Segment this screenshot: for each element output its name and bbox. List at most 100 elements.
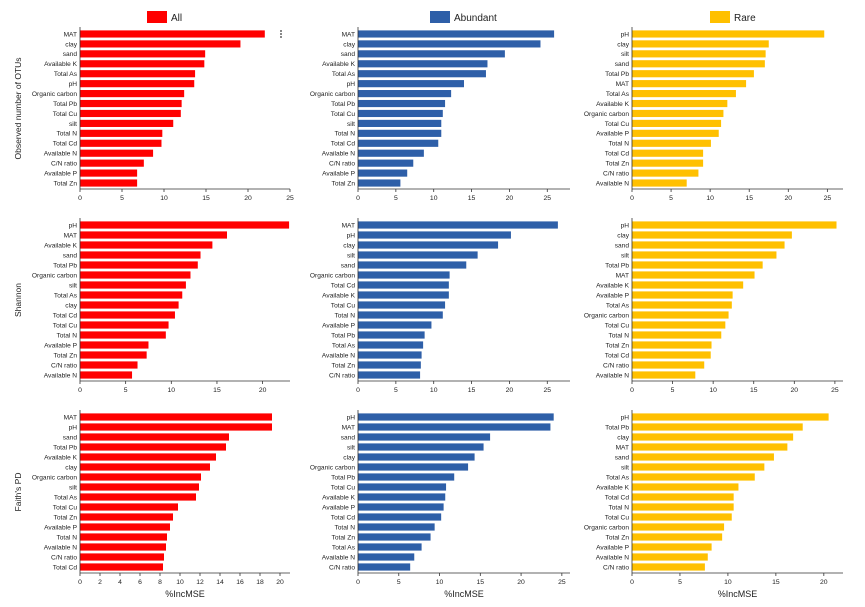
x-tick-label: 5 bbox=[671, 387, 675, 394]
category-label: Available P bbox=[322, 322, 355, 329]
category-label: pH bbox=[69, 81, 78, 88]
category-label: Total Pb bbox=[53, 444, 77, 451]
bar bbox=[80, 40, 241, 48]
bar bbox=[358, 241, 499, 249]
category-label: Total N bbox=[56, 534, 77, 541]
bar bbox=[632, 99, 728, 108]
bar bbox=[80, 169, 138, 177]
category-label: Available N bbox=[322, 554, 355, 561]
bar bbox=[358, 413, 554, 421]
x-tick-label: 25 bbox=[831, 387, 839, 394]
bar bbox=[80, 493, 196, 501]
x-tick-label: 10 bbox=[160, 195, 168, 202]
category-label: Available N bbox=[596, 554, 629, 561]
x-tick-label: 0 bbox=[630, 579, 634, 586]
x-tick-label: 0 bbox=[356, 579, 360, 586]
bar bbox=[632, 251, 777, 259]
category-label: pH bbox=[69, 222, 78, 229]
bar bbox=[80, 553, 164, 561]
bar bbox=[358, 251, 478, 259]
bar bbox=[358, 533, 431, 541]
panel-rare-2: pH Total Pb clay MAT sand silt Total As Availab… bbox=[584, 410, 843, 599]
x-tick-label: 15 bbox=[468, 387, 476, 394]
category-label: pH bbox=[347, 81, 356, 88]
x-tick-label: 5 bbox=[669, 195, 673, 202]
category-label: sand bbox=[341, 434, 356, 441]
category-label: Total As bbox=[54, 71, 78, 78]
category-label: Available P bbox=[596, 544, 629, 551]
category-label: Total Zn bbox=[54, 352, 78, 359]
x-tick-label: 20 bbox=[506, 195, 514, 202]
bar bbox=[358, 473, 455, 481]
bar bbox=[80, 221, 290, 229]
category-label: clay bbox=[617, 41, 629, 48]
bar bbox=[632, 311, 729, 319]
bar bbox=[632, 331, 722, 339]
category-label: Total Cd bbox=[53, 564, 78, 571]
category-label: Total As bbox=[606, 302, 630, 309]
category-label: Organic carbon bbox=[584, 111, 629, 118]
bar bbox=[632, 371, 696, 379]
category-label: Total Zn bbox=[332, 362, 356, 369]
bar bbox=[632, 413, 829, 421]
bar bbox=[358, 483, 447, 491]
category-label: Total Cd bbox=[331, 282, 356, 289]
bar bbox=[632, 241, 785, 249]
x-tick-label: 25 bbox=[544, 387, 552, 394]
bar bbox=[632, 291, 733, 299]
category-label: pH bbox=[621, 31, 630, 38]
category-label: Available K bbox=[322, 292, 355, 299]
category-label: Total Cd bbox=[53, 141, 78, 148]
category-label: Total As bbox=[332, 342, 356, 349]
category-label: Organic carbon bbox=[584, 524, 629, 531]
bar bbox=[632, 221, 837, 229]
panel-rare-0: pH clay silt sand Total Pb MAT Total As Availab… bbox=[584, 27, 843, 202]
category-label: Organic carbon bbox=[32, 474, 77, 481]
category-label: MAT bbox=[342, 31, 355, 38]
bar bbox=[80, 563, 163, 571]
category-label: pH bbox=[69, 424, 78, 431]
bar bbox=[358, 493, 446, 501]
x-tick-label: 10 bbox=[430, 387, 438, 394]
category-label: Available P bbox=[44, 342, 77, 349]
legend-swatch-all bbox=[147, 11, 167, 23]
category-label: Available N bbox=[44, 151, 77, 158]
bar bbox=[358, 351, 422, 359]
x-tick-label: 10 bbox=[176, 579, 184, 586]
x-tick-label: 10 bbox=[430, 195, 438, 202]
category-label: Total Zn bbox=[606, 342, 630, 349]
x-tick-label: 20 bbox=[517, 579, 525, 586]
category-label: clay bbox=[343, 242, 355, 249]
x-tick-label: 20 bbox=[820, 579, 828, 586]
category-label: Total N bbox=[334, 131, 355, 138]
bar bbox=[632, 271, 755, 279]
category-label: C/N ratio bbox=[603, 170, 629, 177]
bar bbox=[80, 533, 167, 541]
x-tick-label: 12 bbox=[196, 579, 204, 586]
category-label: Total Cu bbox=[331, 484, 356, 491]
bar bbox=[80, 30, 265, 38]
bar bbox=[80, 423, 272, 431]
category-label: Available N bbox=[44, 372, 77, 379]
row-label-0: Observed number of OTUs bbox=[13, 57, 23, 159]
bar bbox=[632, 149, 704, 157]
x-tick-label: 5 bbox=[678, 579, 682, 586]
category-label: Total Cd bbox=[331, 514, 356, 521]
bar bbox=[632, 139, 711, 147]
x-tick-label: 5 bbox=[394, 195, 398, 202]
bar bbox=[632, 119, 722, 127]
bar bbox=[632, 473, 755, 481]
bar bbox=[80, 463, 210, 471]
category-label: Available N bbox=[596, 180, 629, 187]
category-label: clay bbox=[343, 41, 355, 48]
bar bbox=[632, 423, 803, 431]
bar bbox=[632, 129, 719, 137]
x-tick-label: 0 bbox=[78, 579, 82, 586]
bar bbox=[632, 90, 736, 98]
bar bbox=[632, 179, 687, 187]
category-label: C/N ratio bbox=[329, 161, 355, 168]
bar bbox=[358, 99, 446, 108]
category-label: Total As bbox=[332, 71, 356, 78]
bar bbox=[80, 311, 175, 319]
bar bbox=[632, 231, 792, 239]
